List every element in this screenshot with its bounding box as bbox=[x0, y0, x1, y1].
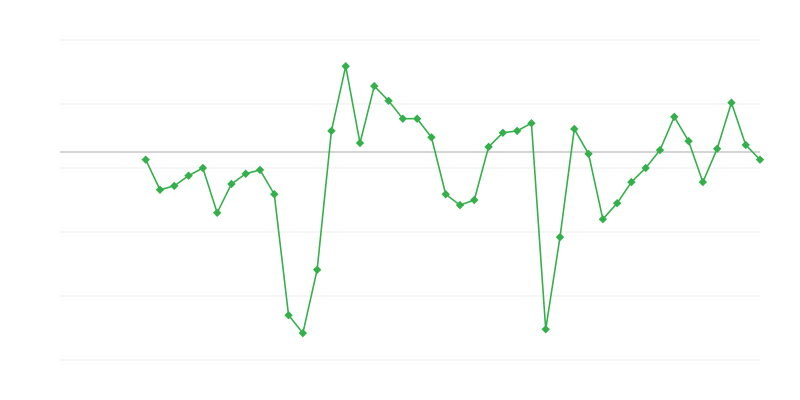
data-point bbox=[212, 208, 222, 217]
data-point bbox=[384, 96, 393, 105]
data-point bbox=[427, 133, 436, 142]
data-point bbox=[570, 124, 579, 134]
data-point bbox=[255, 165, 265, 175]
data-point bbox=[755, 155, 765, 164]
data-point bbox=[441, 190, 450, 199]
data-point bbox=[412, 114, 422, 123]
data-point bbox=[327, 126, 336, 136]
data-point bbox=[670, 112, 679, 121]
data-point bbox=[684, 136, 693, 146]
data-point bbox=[470, 195, 479, 205]
data-point bbox=[241, 169, 250, 178]
data-point bbox=[741, 140, 750, 150]
data-point bbox=[512, 126, 522, 136]
data-point bbox=[712, 144, 722, 153]
data-point bbox=[612, 199, 622, 208]
data-point bbox=[598, 215, 608, 224]
data-point bbox=[555, 232, 565, 242]
series bbox=[141, 62, 765, 338]
data-point bbox=[398, 114, 408, 123]
data-point bbox=[198, 163, 208, 173]
data-point bbox=[641, 163, 650, 173]
data-point bbox=[312, 265, 322, 274]
data-point bbox=[541, 325, 550, 334]
data-point bbox=[284, 311, 293, 320]
data-point bbox=[155, 185, 165, 194]
data-point bbox=[341, 62, 350, 71]
data-point bbox=[170, 181, 179, 191]
data-point bbox=[141, 155, 150, 164]
data-point bbox=[727, 98, 736, 107]
data-point bbox=[227, 179, 236, 189]
data-point bbox=[584, 149, 593, 159]
series-line bbox=[144, 66, 761, 335]
data-point bbox=[370, 81, 379, 91]
data-point bbox=[627, 177, 636, 187]
data-point bbox=[484, 142, 493, 152]
data-point bbox=[698, 177, 708, 187]
data-point bbox=[655, 145, 665, 155]
data-point bbox=[498, 128, 508, 137]
data-point bbox=[355, 138, 365, 148]
data-point bbox=[184, 171, 193, 180]
data-point bbox=[455, 200, 465, 210]
gridlines bbox=[60, 39, 760, 361]
data-point bbox=[527, 119, 536, 128]
data-point bbox=[270, 190, 279, 199]
data-point bbox=[298, 328, 308, 338]
